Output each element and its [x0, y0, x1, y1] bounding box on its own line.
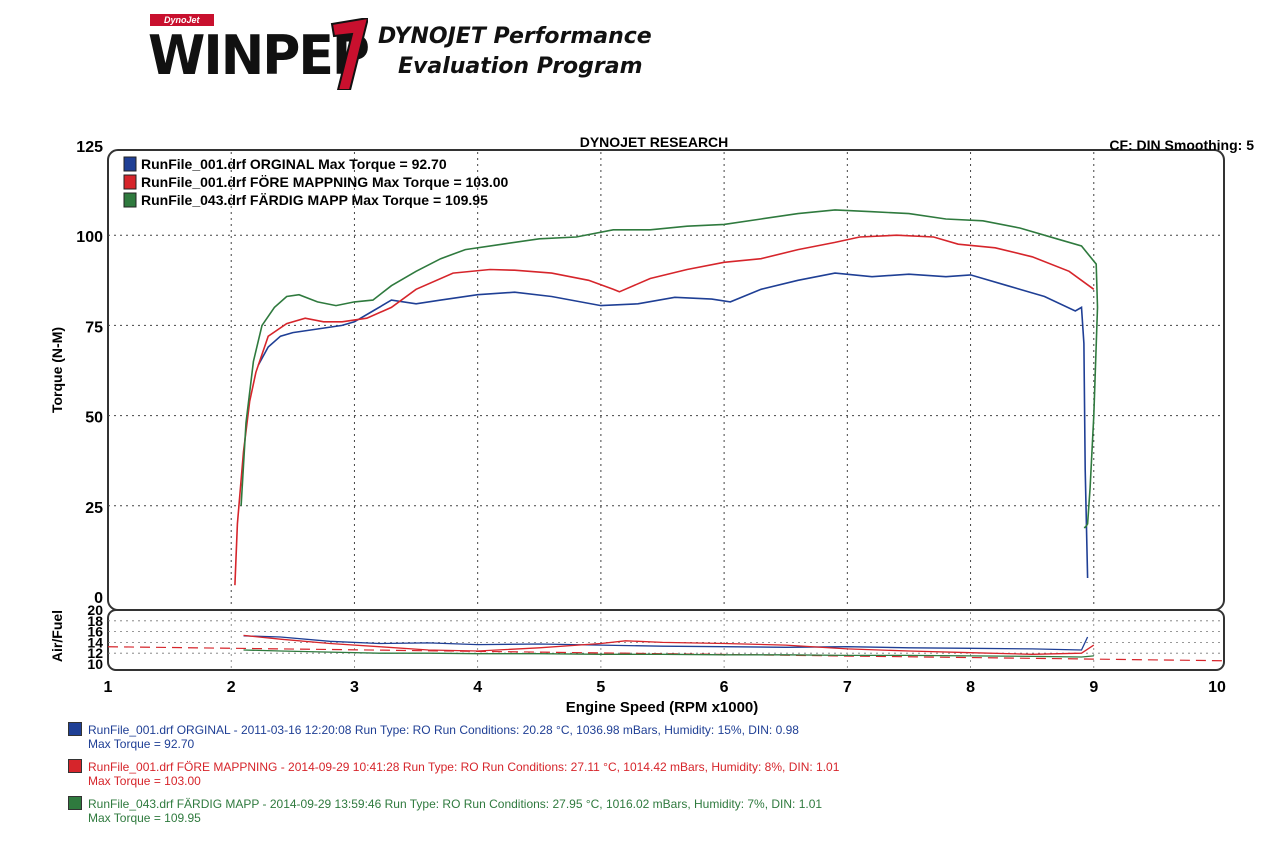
legend-entry: RunFile_043.drf FÄRDIG MAPP Max Torque =…	[141, 192, 488, 208]
air-fuel-series-line	[243, 649, 1094, 658]
torque-tick-label: 50	[85, 410, 103, 427]
air-fuel-tick-label: 20	[87, 602, 103, 618]
logo-tagline-1: DYNOJET Performance	[378, 24, 652, 49]
run-color-swatch	[68, 796, 82, 810]
x-tick-label: 2	[227, 679, 236, 696]
run-info-max-torque: Max Torque = 92.70	[88, 737, 195, 751]
air-fuel-reference-line	[107, 646, 1223, 662]
run-info-entry: RunFile_001.drf FÖRE MAPPNING - 2014-09-…	[68, 759, 839, 788]
torque-series-line	[234, 234, 1095, 586]
winpep-logo: DynoJet WINPEP DYNOJET Performance Evalu…	[140, 10, 700, 90]
x-tick-label: 1	[104, 679, 113, 696]
torque-tick-label: 75	[85, 319, 103, 336]
run-info-details: RunFile_001.drf FÖRE MAPPNING - 2014-09-…	[88, 760, 840, 774]
torque-tick-label: 0	[94, 590, 103, 607]
air-fuel-series-line	[243, 634, 1095, 655]
torque-tick-label: 25	[85, 500, 103, 517]
air-fuel-axis-label: Air/Fuel	[49, 610, 65, 662]
air-fuel-tick-label: 10	[87, 656, 103, 672]
air-fuel-tick-label: 14	[87, 634, 103, 650]
torque-plot-frame	[107, 149, 1225, 611]
torque-axis-label: Torque (N-M)	[49, 327, 65, 413]
x-tick-label: 7	[843, 679, 852, 696]
run-info-entry: RunFile_001.drf ORGINAL - 2011-03-16 12:…	[68, 722, 799, 751]
run-info-entry: RunFile_043.drf FÄRDIG MAPP - 2014-09-29…	[68, 796, 822, 825]
x-tick-label: 6	[720, 679, 729, 696]
x-tick-label: 10	[1208, 679, 1226, 696]
torque-panel: 0 25 50 75 100 125 DYNOJET RESEARCH CF: DIN S…	[49, 134, 1254, 611]
run-info-details: RunFile_043.drf FÄRDIG MAPP - 2014-09-29…	[88, 797, 823, 811]
run-info-max-torque: Max Torque = 103.00	[88, 774, 201, 788]
legend-entry: RunFile_001.drf FÖRE MAPPNING Max Torque…	[141, 174, 509, 190]
legend-entry: RunFile_001.drf ORGINAL Max Torque = 92.…	[141, 156, 447, 172]
chart-header-right: CF: DIN Smoothing: 5	[1109, 137, 1254, 153]
x-axis-label: Engine Speed (RPM x1000)	[566, 699, 759, 716]
torque-series-line	[240, 209, 1099, 529]
air-fuel-tick-label: 18	[87, 613, 103, 629]
legend-swatch	[123, 174, 137, 190]
run-color-swatch	[68, 722, 82, 736]
run-color-swatch	[68, 759, 82, 773]
run-info-details: RunFile_001.drf ORGINAL - 2011-03-16 12:…	[88, 723, 799, 737]
air-fuel-tick-label: 12	[87, 645, 103, 661]
torque-series-line	[257, 272, 1089, 579]
logo-small-text: DynoJet	[150, 14, 214, 26]
x-tick-label: 3	[350, 679, 359, 696]
legend-swatch	[123, 192, 137, 208]
x-tick-label: 9	[1089, 679, 1098, 696]
x-tick-label: 8	[966, 679, 975, 696]
x-tick-label: 4	[473, 679, 482, 696]
logo-tagline-2: Evaluation Program	[398, 54, 643, 79]
air-fuel-plot-frame	[107, 609, 1225, 671]
logo-seven-mark	[330, 18, 368, 90]
air-fuel-series-line	[243, 635, 1089, 651]
legend-swatch	[123, 156, 137, 172]
x-tick-label: 5	[596, 679, 605, 696]
torque-tick-label: 125	[76, 139, 103, 156]
run-info-max-torque: Max Torque = 109.95	[88, 811, 201, 825]
chart-title: DYNOJET RESEARCH	[580, 134, 729, 150]
air-fuel-tick-label: 16	[87, 624, 103, 640]
torque-tick-label: 100	[76, 229, 103, 246]
